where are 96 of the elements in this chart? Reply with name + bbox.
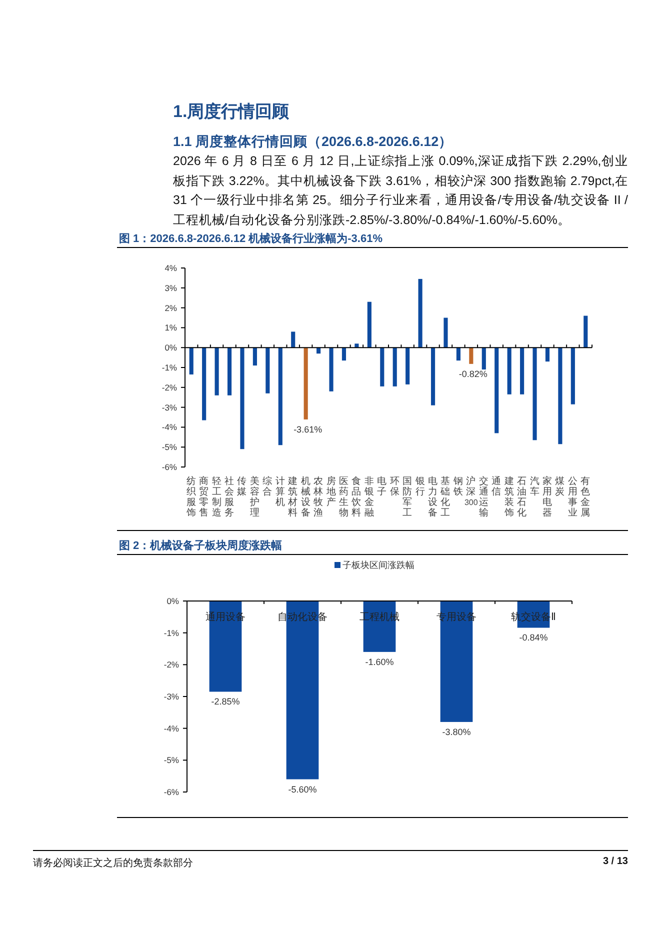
y-tick-label: 1% (164, 322, 178, 333)
bar (406, 348, 410, 384)
bar (266, 348, 270, 394)
data-label: -5.60% (288, 784, 317, 794)
y-tick-label: -4% (162, 422, 178, 432)
y-tick-label: -3% (164, 692, 180, 702)
text: 请务必阅读正文之后的免责条款部分 (33, 856, 193, 870)
y-tick-label: 2% (164, 302, 178, 313)
legend-label: 子板块区间涨跌幅 (342, 560, 414, 570)
chart-title: 图 1：2026.6.8-2026.6.12 机械设备行业涨幅为-3.61% (119, 232, 383, 246)
bar (367, 302, 372, 348)
x-tick-label: 钢铁 (452, 476, 464, 498)
y-tick-label: -4% (164, 723, 180, 734)
x-tick-label: 纺织服饰 (185, 475, 196, 518)
bar (240, 348, 244, 450)
x-tick-label: 公用事业 (568, 475, 578, 518)
x-tick-label: 食品饮料 (350, 475, 362, 518)
x-tick-label: 机械设备 (300, 475, 311, 518)
y-tick-label: 0% (164, 342, 178, 353)
data-label: -0.84% (519, 632, 548, 643)
x-tick-label: 沪深300 (464, 475, 478, 507)
x-tick-label: 农林牧渔 (312, 476, 324, 518)
bar (342, 348, 346, 361)
bar (532, 348, 537, 440)
bar (291, 332, 296, 348)
y-tick-label: 3% (164, 282, 178, 293)
x-tick-label: 商贸零售 (199, 475, 210, 518)
y-tick-label: -2% (164, 660, 180, 670)
x-tick-label: 银行 (414, 476, 426, 498)
y-tick-label: -2% (162, 382, 178, 392)
bar (380, 348, 384, 386)
y-tick-label: -5% (162, 442, 178, 452)
data-label: -3.61% (294, 424, 322, 434)
x-tick-label: 家用电器 (542, 475, 552, 518)
x-tick-label: 石油石化 (517, 476, 528, 518)
data-label: -1.60% (365, 656, 394, 667)
bar (214, 348, 219, 396)
x-tick-label: 交通运输 (478, 475, 489, 518)
bar (545, 348, 550, 362)
bar (278, 348, 282, 446)
bar (507, 348, 512, 394)
bar (202, 348, 206, 420)
x-tick-label: 汽车 (530, 475, 540, 498)
bar (558, 348, 562, 444)
x-tick-label: 计算机 (275, 475, 286, 508)
y-tick-label: 4% (164, 263, 178, 273)
x-tick-label: 轻工制造 (212, 475, 222, 518)
y-tick-label: -1% (164, 628, 180, 638)
text: 1.1 周度整体行情回顾（2026.6.8-2026.6.12） (173, 133, 453, 151)
x-tick-label: 综合 (262, 475, 273, 498)
bar (584, 316, 588, 348)
bar (494, 348, 499, 434)
x-tick-label: 医药生物 (338, 476, 349, 518)
data-label: -0.82% (458, 368, 488, 379)
x-tick-label: 通信 (492, 475, 502, 498)
x-tick-label: 电子 (377, 475, 388, 498)
bar (189, 348, 194, 374)
x-tick-label: 传媒 (237, 476, 248, 498)
bar (418, 278, 422, 348)
bar (430, 348, 436, 406)
bar (392, 348, 397, 386)
bar (469, 348, 474, 364)
data-label: -3.80% (442, 726, 471, 737)
y-tick-label: -1% (162, 362, 178, 372)
x-tick-label: 环保 (390, 476, 400, 498)
x-tick-label: 社会服务 (224, 475, 235, 518)
y-tick-label: 0% (166, 596, 180, 606)
x-tick-label: 建筑材料 (287, 475, 298, 518)
text: 3 / 13 (602, 856, 628, 867)
bar (482, 348, 486, 370)
x-tick-label: 房地产 (325, 475, 336, 508)
x-tick-label: 煤炭 (555, 475, 566, 498)
y-tick-label: -6% (164, 787, 180, 797)
bar (227, 348, 232, 396)
x-tick-label: 美容护理 (248, 475, 260, 518)
chart-title: 图 2：机械设备子板块周度涨跌幅 (119, 538, 282, 553)
bar (329, 348, 334, 392)
x-tick-label: 基础化工 (440, 475, 451, 518)
data-label: -2.85% (211, 696, 240, 707)
bar (252, 348, 257, 366)
x-tick-label: 建筑装饰 (503, 475, 514, 518)
x-tick-label: 有色金属 (580, 475, 591, 518)
x-tick-label: 非银金融 (363, 475, 374, 518)
bar (444, 318, 448, 348)
y-tick-label: -5% (164, 755, 180, 766)
x-tick-label: 国防军工 (402, 476, 413, 518)
y-tick-label: -3% (162, 402, 178, 412)
y-tick-label: -6% (162, 462, 178, 472)
bar (456, 348, 460, 361)
x-tick-label: 电力设备 (428, 475, 438, 518)
bar (316, 348, 321, 354)
bar (304, 348, 308, 420)
text: 1.周度行情回顾 (173, 101, 290, 123)
bar (570, 348, 575, 404)
text: 2026 年 6 月 8 日至 6 月 12 日,上证综指上涨 0.09%,深证成指下跌 2.29%,创业板指下跌 3.22%。其中机械设备下跌 3.61%，相较沪深 300 指数跑输 2.79pct,在 31 个一级行业中排名第 25。细分子行业来看，通用设备/专用设备/轨交设备 II /工程机械/自动化设备分别涨跌-2.85%/-3.80%/-0.84%/-1.60%/-5.60%。 (173, 153, 628, 228)
bar (520, 348, 524, 394)
